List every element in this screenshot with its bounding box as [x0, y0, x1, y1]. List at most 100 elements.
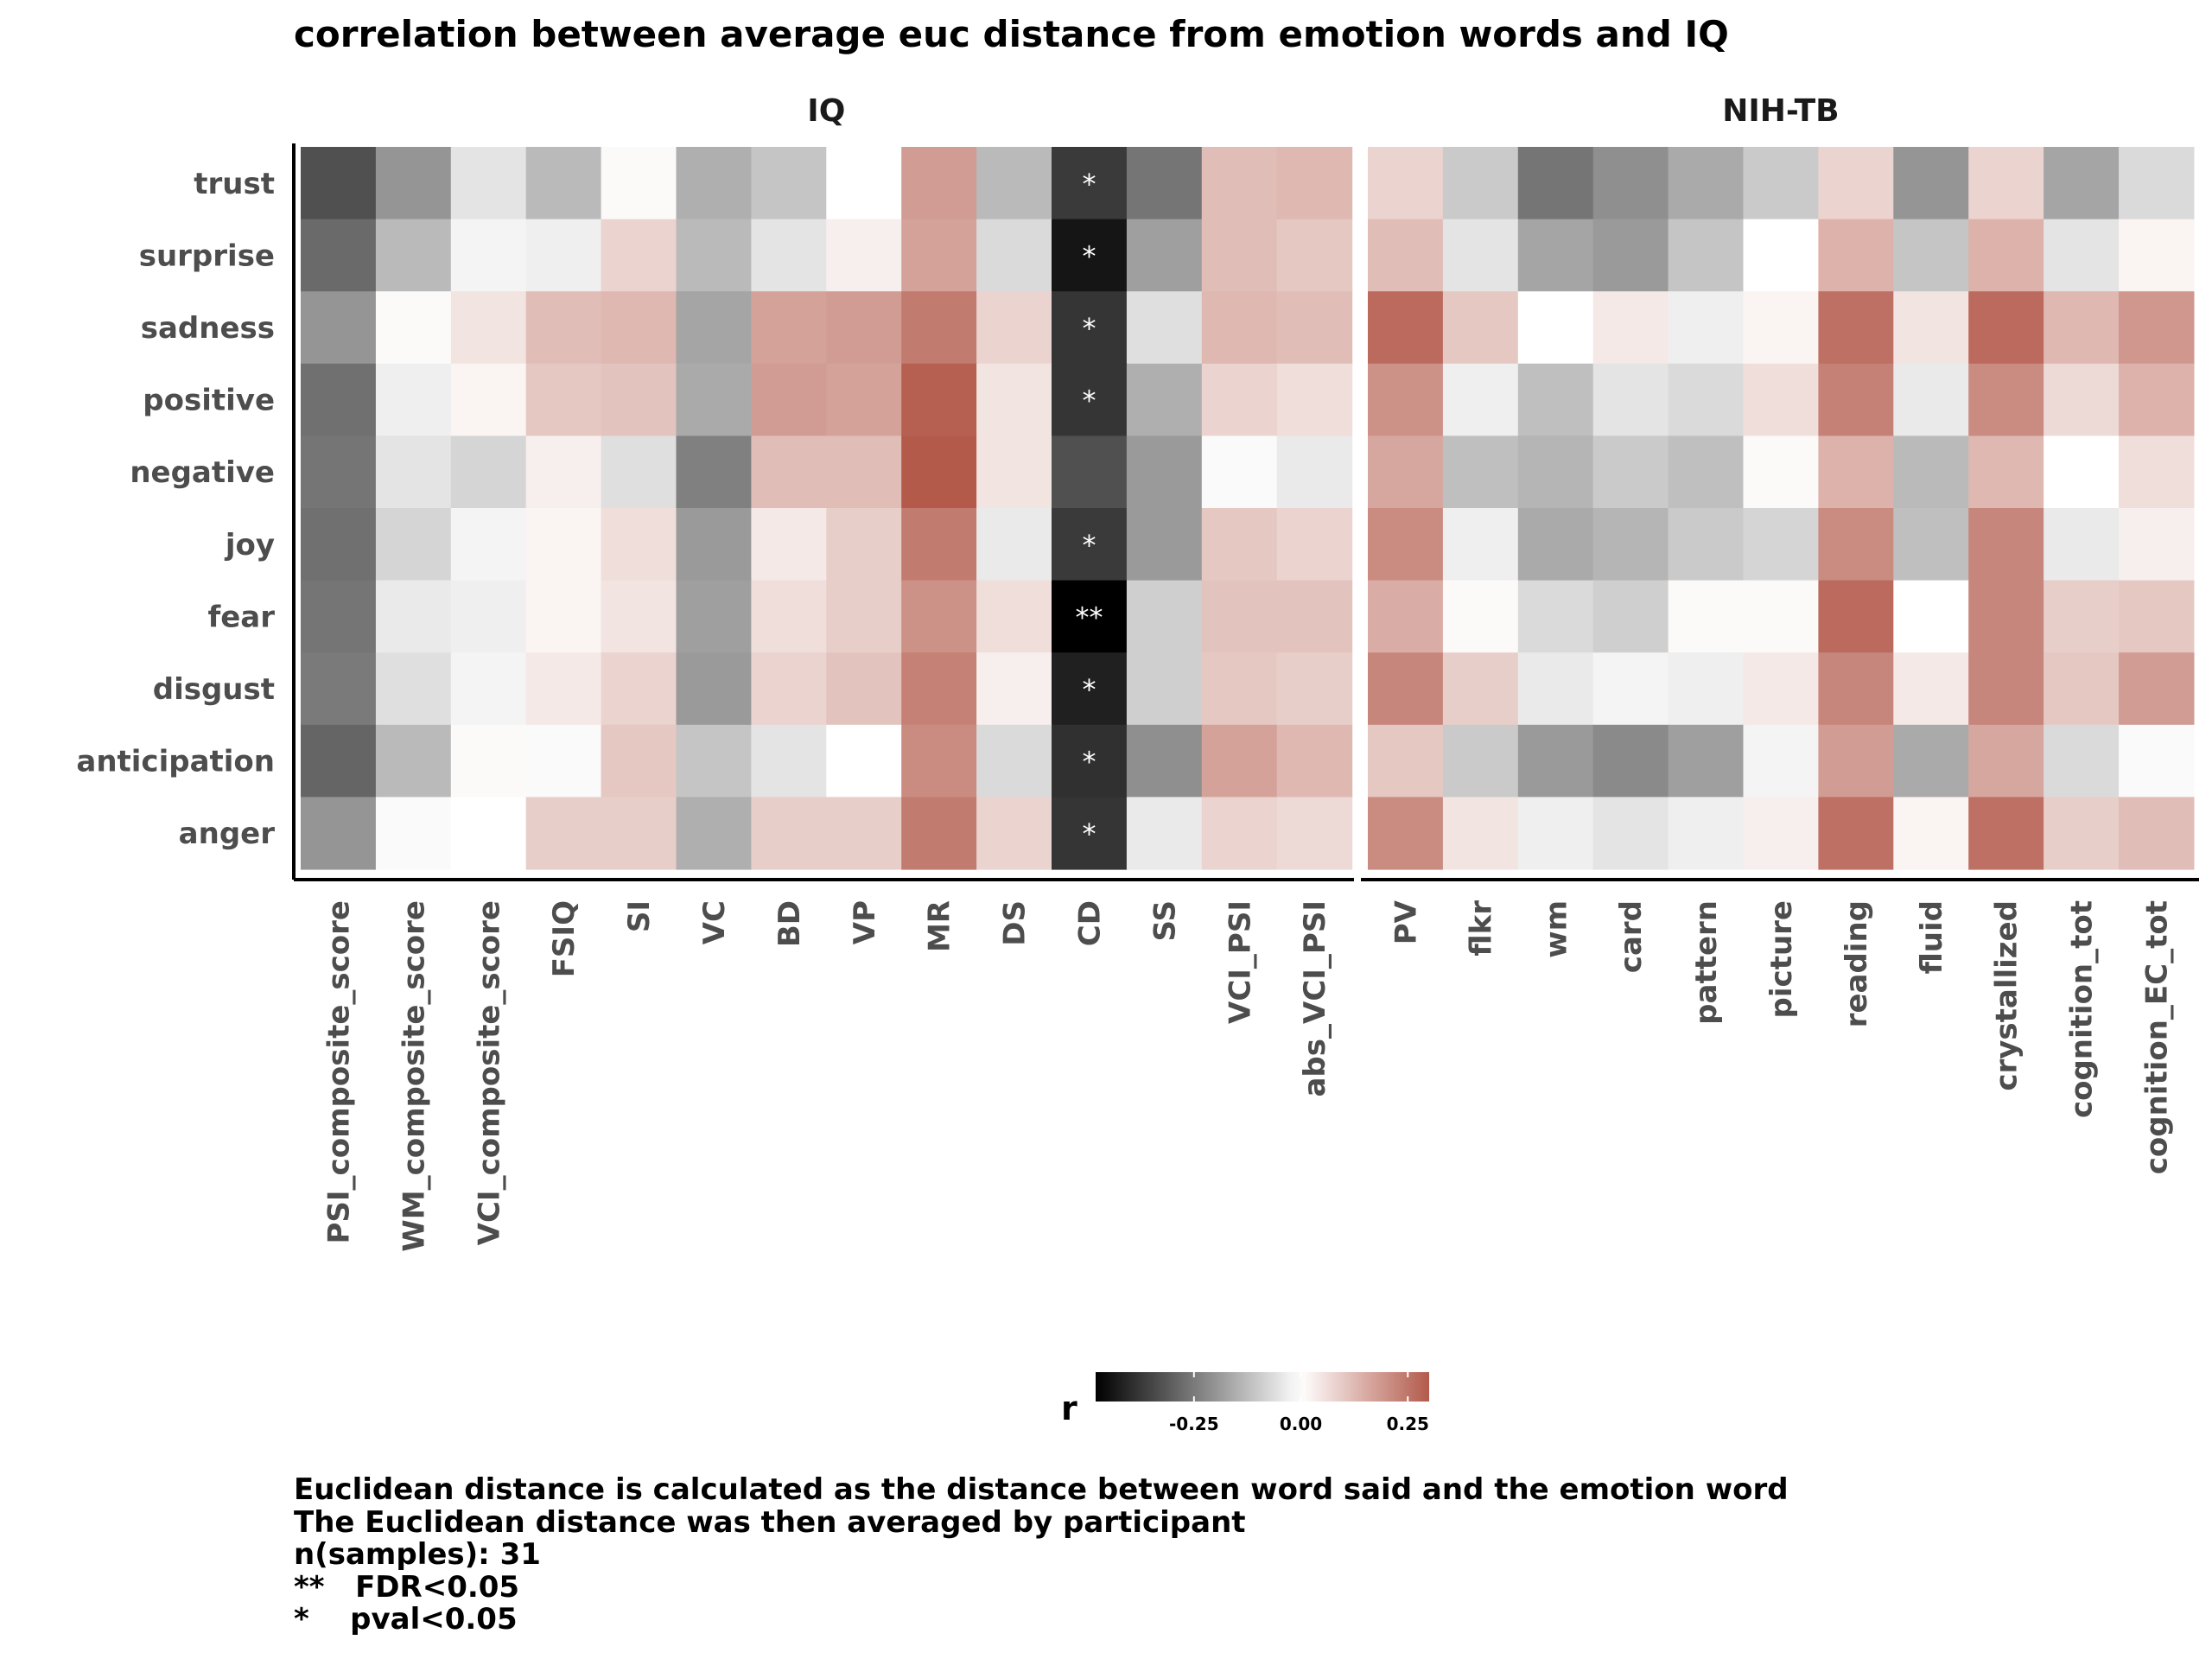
heatmap-cell: negative × crystallized: 0.13: [1968, 435, 2044, 509]
heatmap-cell: surprise × VCI_composite_score: -0.02: [450, 219, 527, 292]
heatmap-cell: sadness × reading: 0.26: [1818, 291, 1894, 365]
heatmap-cell: negative × wm: -0.14: [1517, 435, 1594, 509]
significance-marker: *: [1082, 312, 1096, 345]
heatmap-cell: fear × CD: -0.48: [1052, 580, 1128, 653]
heatmap-cell: surprise × VCI_PSI: 0.12: [1201, 219, 1278, 292]
caption-line: ** FDR<0.05: [294, 1569, 520, 1605]
heatmap-cell: fear × VCI_composite_score: -0.03: [450, 580, 527, 653]
heatmap-cell: positive × MR: 0.29: [901, 363, 977, 436]
heatmap-cell: trust × VP: 0: [826, 147, 902, 220]
heatmap-cell: fear × cognition_EC_tot: 0.1: [2119, 580, 2195, 653]
heatmap-cell: fear × MR: 0.2: [901, 580, 977, 653]
heatmap-cell: joy × cognition_tot: -0.04: [2044, 508, 2120, 582]
heatmap-cell: sadness × FSIQ: 0.12: [525, 291, 602, 365]
heatmap-cell: anticipation × picture: -0.02: [1743, 724, 1819, 798]
panel-strip-label: NIH-TB: [1722, 93, 1839, 129]
heatmap-cell: negative × picture: 0.01: [1743, 435, 1819, 509]
heatmap-cell: sadness × card: 0.04: [1592, 291, 1669, 365]
heatmap-cell: disgust × PSI_composite_score: -0.25: [301, 652, 377, 726]
heatmap-cell: joy × SI: 0.06: [601, 508, 677, 582]
heatmap-cell: negative × MR: 0.3: [901, 435, 977, 509]
heatmap-cell: sadness × SI: 0.13: [601, 291, 677, 365]
heatmap-cell: surprise × VC: -0.13: [676, 219, 752, 292]
heatmap-cell: anticipation × FSIQ: -0.01: [525, 724, 602, 798]
heatmap-cell: negative × PSI_composite_score: -0.26: [301, 435, 377, 509]
heatmap-cell: trust × reading: 0.08: [1818, 147, 1894, 220]
heatmap-cell: fear × BD: 0.06: [751, 580, 827, 653]
heatmap-cell: trust × card: -0.21: [1592, 147, 1669, 220]
heatmap-cell: fear × VP: 0.09: [826, 580, 902, 653]
heatmap-cell: surprise × SI: 0.08: [601, 219, 677, 292]
column-label-cognition-tot: cognition_tot: [2065, 900, 2100, 1118]
heatmap-cell: anticipation × PSI_composite_score: -0.2…: [301, 724, 377, 798]
legend-tick-label: 0.25: [1387, 1414, 1429, 1434]
heatmap-cell: trust × SI: 0.01: [601, 147, 677, 220]
caption-line: n(samples): 31: [294, 1537, 541, 1572]
heatmap-cell: trust × cognition_tot: -0.17: [2044, 147, 2120, 220]
heatmap-cell: negative × PV: 0.16: [1368, 435, 1444, 509]
heatmap-cell: negative × VP: 0.12: [826, 435, 902, 509]
heatmap-cell: trust × wm: -0.26: [1517, 147, 1594, 220]
heatmap-cell: surprise × flkr: -0.05: [1442, 219, 1519, 292]
heatmap-cell: disgust × FSIQ: 0.04: [525, 652, 602, 726]
heatmap-cell: fear × crystallized: 0.22: [1968, 580, 2044, 653]
panel-iq: IQtrust × PSI_composite_score: -0.33trus…: [292, 93, 1354, 1252]
column-label-mr: MR: [923, 900, 957, 952]
heatmap-cell: sadness × WM_composite_score: 0.01: [375, 291, 452, 365]
heatmap-cell: disgust × crystallized: 0.22: [1968, 652, 2044, 726]
heatmap-cell: surprise × DS: -0.07: [976, 219, 1052, 292]
heatmap-cell: surprise × cognition_tot: -0.05: [2044, 219, 2120, 292]
heatmap-cell: anger × abs_VCI_PSI: 0.07: [1276, 797, 1353, 870]
heatmap-cell: anticipation × DS: -0.07: [976, 724, 1052, 798]
row-label-surprise: surprise: [139, 238, 275, 273]
heatmap-cell: joy × CD: -0.37: [1052, 508, 1128, 582]
heatmap-cell: anticipation × VCI_composite_score: 0.01: [450, 724, 527, 798]
column-label-bd: BD: [772, 900, 807, 947]
heatmap-cell: positive × SI: 0.11: [601, 363, 677, 436]
heatmap-cell: positive × picture: 0.06: [1743, 363, 1819, 436]
heatmap-cell: surprise × VP: 0.03: [826, 219, 902, 292]
heatmap-cell: anticipation × fluid: -0.16: [1893, 724, 1969, 798]
heatmap-cell: anticipation × VP: 0: [826, 724, 902, 798]
heatmap-cell: anger × VCI_composite_score: 0: [450, 797, 527, 870]
heatmap-cell: anticipation × VCI_PSI: 0.17: [1201, 724, 1278, 798]
heatmap-cell: sadness × SS: -0.06: [1126, 291, 1203, 365]
heatmap-cell: joy × FSIQ: 0.02: [525, 508, 602, 582]
significance-marker: **: [1075, 601, 1103, 633]
heatmap-cell: disgust × picture: 0.04: [1743, 652, 1819, 726]
heatmap-cell: anticipation × abs_VCI_PSI: 0.13: [1276, 724, 1353, 798]
heatmap-cell: anger × card: -0.05: [1592, 797, 1669, 870]
heatmap-cell: anger × crystallized: 0.26: [1968, 797, 2044, 870]
heatmap-cell: disgust × flkr: 0.09: [1442, 652, 1519, 726]
row-label-anger: anger: [179, 817, 276, 851]
panel-nih-tb: NIH-TB trust × PV: 0.08trust × flkr: -0.1…: [1361, 93, 2199, 1174]
heatmap-cell: anger × fluid: 0.02: [1893, 797, 1969, 870]
heatmap-cell: joy × PV: 0.21: [1368, 508, 1444, 582]
heatmap-cell: fear × WM_composite_score: -0.04: [375, 580, 452, 653]
heatmap-cell: anger × VP: 0.09: [826, 797, 902, 870]
legend-colorbar: [1096, 1372, 1429, 1402]
heatmap-cell: anticipation × pattern: -0.18: [1668, 724, 1745, 798]
heatmap-cell: anticipation × PV: 0.1: [1368, 724, 1444, 798]
heatmap-cell: trust × abs_VCI_PSI: 0.13: [1276, 147, 1353, 220]
heatmap-cell: positive × BD: 0.18: [751, 363, 827, 436]
heatmap-cell: surprise × MR: 0.17: [901, 219, 977, 292]
significance-marker: *: [1082, 168, 1096, 200]
heatmap-cell: anger × FSIQ: 0.09: [525, 797, 602, 870]
column-label-fsiq: FSIQ: [547, 900, 582, 977]
column-label-cognition-ec-tot: cognition_EC_tot: [2139, 900, 2174, 1174]
heatmap-cell: joy × DS: -0.04: [976, 508, 1052, 582]
heatmap-cell: disgust × SS: -0.09: [1126, 652, 1203, 726]
heatmap-cell: positive × cognition_tot: 0.07: [2044, 363, 2120, 436]
heatmap-cell: joy × MR: 0.24: [901, 508, 977, 582]
panels-layer: IQtrust × PSI_composite_score: -0.33trus…: [292, 93, 2199, 1252]
heatmap-cell: negative × VC: -0.24: [676, 435, 752, 509]
heatmap-cell: sadness × picture: 0.02: [1743, 291, 1819, 365]
heatmap-cell: negative × FSIQ: 0.03: [525, 435, 602, 509]
heatmap-cell: joy × pattern: -0.1: [1668, 508, 1745, 582]
heatmap-cell: surprise × abs_VCI_PSI: 0.1: [1276, 219, 1353, 292]
panel-strip-label: IQ: [807, 93, 845, 129]
heatmap-cell: disgust × VC: -0.19: [676, 652, 752, 726]
heatmap-cell: surprise × picture: 0: [1743, 219, 1819, 292]
heatmap-cell: surprise × BD: -0.05: [751, 219, 827, 292]
